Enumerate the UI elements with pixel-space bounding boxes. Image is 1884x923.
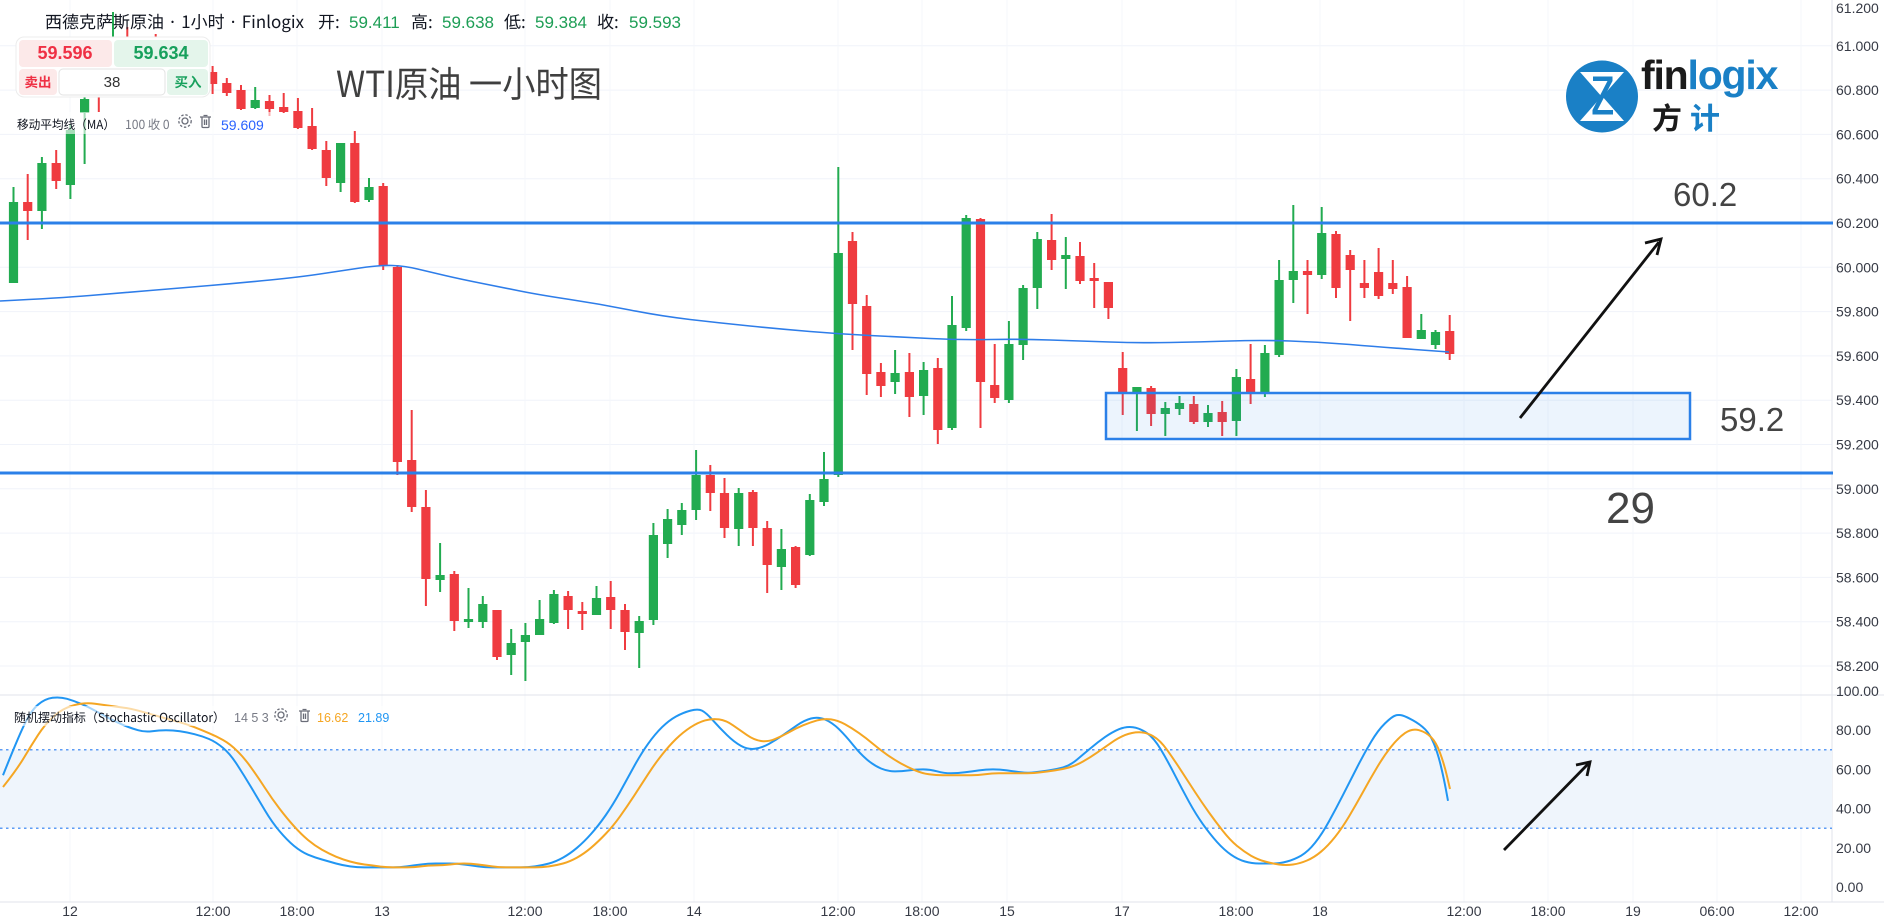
svg-text:12:00: 12:00 [1783,903,1818,919]
svg-text:60.600: 60.600 [1836,126,1879,142]
svg-text:14 5 3: 14 5 3 [234,711,269,725]
svg-text:12:00: 12:00 [507,903,542,919]
svg-text:58.600: 58.600 [1836,569,1879,585]
svg-text:38: 38 [104,74,121,91]
svg-text:18:00: 18:00 [904,903,939,919]
svg-text:finlogix: finlogix [1641,52,1779,98]
svg-text:58.200: 58.200 [1836,658,1879,674]
svg-text:59.800: 59.800 [1836,304,1879,320]
svg-text:19: 19 [1625,903,1641,919]
svg-text:12:00: 12:00 [195,903,230,919]
svg-text:59.2: 59.2 [1720,401,1784,438]
svg-text:59.593: 59.593 [629,13,681,32]
svg-text:61.200: 61.200 [1836,0,1879,16]
svg-text:60.00: 60.00 [1836,761,1871,777]
svg-text:58.800: 58.800 [1836,525,1879,541]
svg-text:59.596: 59.596 [37,43,92,63]
svg-text:18:00: 18:00 [1218,903,1253,919]
svg-text:60.2: 60.2 [1673,176,1737,213]
svg-text:59.000: 59.000 [1836,481,1879,497]
svg-text:59.638: 59.638 [442,13,494,32]
svg-text:80.00: 80.00 [1836,722,1871,738]
svg-text:12:00: 12:00 [820,903,855,919]
svg-text:12:00: 12:00 [1446,903,1481,919]
svg-text:59.600: 59.600 [1836,348,1879,364]
svg-text:100.00: 100.00 [1836,683,1879,699]
svg-text:60.200: 60.200 [1836,215,1879,231]
svg-text:60.800: 60.800 [1836,82,1879,98]
svg-text:18:00: 18:00 [592,903,627,919]
svg-text:29: 29 [1606,484,1655,533]
svg-text:59.200: 59.200 [1836,437,1879,453]
svg-text:16.62: 16.62 [317,711,348,725]
svg-text:0.00: 0.00 [1836,879,1863,895]
svg-text:60.400: 60.400 [1836,171,1879,187]
svg-text:60.000: 60.000 [1836,259,1879,275]
svg-text:18: 18 [1312,903,1328,919]
svg-text:21.89: 21.89 [358,711,389,725]
svg-text:18:00: 18:00 [279,903,314,919]
svg-text:15: 15 [999,903,1015,919]
svg-text:14: 14 [686,903,702,919]
svg-text:17: 17 [1114,903,1130,919]
svg-text:20.00: 20.00 [1836,840,1871,856]
svg-text:13: 13 [374,903,390,919]
svg-text:59.411: 59.411 [349,13,400,32]
svg-text:59.384: 59.384 [535,13,587,32]
svg-text:61.000: 61.000 [1836,38,1879,54]
svg-text:58.400: 58.400 [1836,614,1879,630]
svg-text:59.634: 59.634 [133,43,188,63]
svg-text:40.00: 40.00 [1836,801,1871,817]
svg-text:59.609: 59.609 [221,117,264,133]
svg-text:18:00: 18:00 [1530,903,1565,919]
svg-text:59.400: 59.400 [1836,392,1879,408]
svg-text:12: 12 [62,903,78,919]
svg-text:06:00: 06:00 [1699,903,1734,919]
